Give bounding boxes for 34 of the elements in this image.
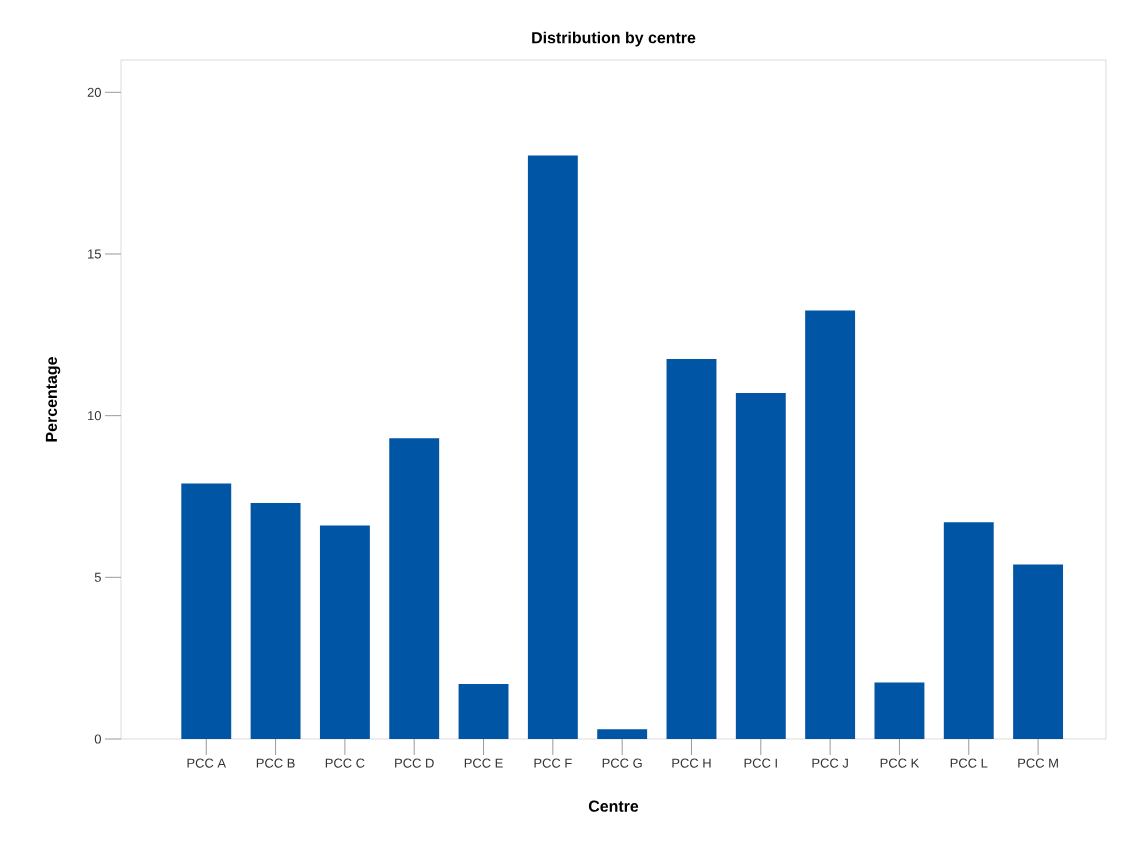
x-tick-label: PCC L — [950, 758, 988, 768]
x-tick-label: PCC G — [602, 758, 642, 768]
x-tick-label: PCC B — [256, 758, 295, 768]
bar — [250, 502, 301, 739]
y-tick-label: 15 — [88, 249, 101, 259]
bar — [874, 682, 925, 739]
y-tick-label: 10 — [88, 411, 101, 421]
x-tick-label: PCC D — [395, 758, 434, 768]
bar — [805, 310, 856, 739]
chart-title: Distribution by centre — [532, 31, 696, 47]
bar — [735, 393, 786, 739]
bar — [1013, 564, 1064, 739]
x-axis-title: Centre — [588, 800, 639, 812]
x-tick-label: PCC H — [672, 758, 711, 768]
bar — [597, 729, 648, 739]
y-tick-label: 5 — [94, 572, 101, 582]
y-axis-title: Percentage — [45, 357, 61, 442]
bar — [458, 684, 509, 739]
bar — [666, 359, 717, 739]
x-tick-label: PCC M — [1018, 758, 1058, 768]
x-tick-label: PCC J — [812, 758, 848, 768]
x-tick-label: PCC C — [325, 758, 365, 768]
x-tick-label: PCC I — [744, 758, 777, 768]
bar — [527, 155, 578, 739]
y-tick-label: 0 — [94, 734, 101, 744]
x-tick-label: PCC K — [880, 758, 920, 768]
bar — [181, 483, 232, 739]
bar — [319, 525, 370, 739]
x-tick-label: PCC A — [187, 758, 227, 768]
x-tick-label: PCC F — [534, 758, 572, 768]
bar — [389, 438, 440, 739]
bar — [943, 522, 994, 739]
y-tick-label: 20 — [87, 87, 101, 97]
x-tick-label: PCC E — [464, 758, 503, 768]
